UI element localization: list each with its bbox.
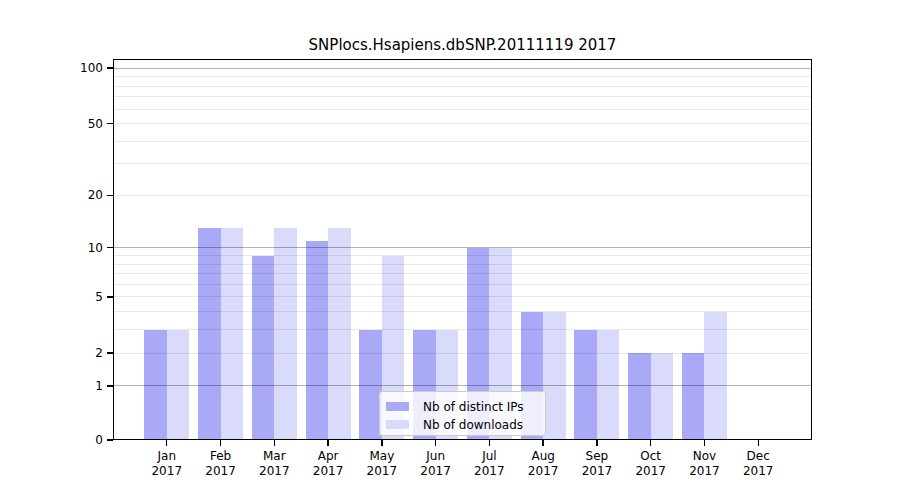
y-tick-label: 5 (59, 289, 103, 305)
gridline-minor (113, 76, 812, 77)
x-tick-label-month: Mar (244, 449, 304, 464)
legend-item-distinct-ips: Nb of distinct IPs (386, 398, 537, 415)
x-tick-label-month: Dec (728, 449, 788, 464)
x-tick (381, 440, 382, 446)
x-tick-label-year: 2017 (567, 464, 627, 479)
x-tick (596, 440, 597, 446)
legend: Nb of distinct IPs Nb of downloads (379, 391, 546, 436)
gridline-major (113, 385, 812, 386)
x-tick-label-month: Sep (567, 449, 627, 464)
x-tick-label-month: Jan (137, 449, 197, 464)
x-tick (650, 440, 651, 446)
x-tick-label-year: 2017 (459, 464, 519, 479)
y-tick-label: 1 (59, 378, 103, 394)
y-tick-label: 10 (59, 240, 103, 256)
x-tick-label-month: Nov (674, 449, 734, 464)
y-tick-label: 20 (59, 187, 103, 203)
x-tick (489, 440, 490, 446)
gridline-minor (113, 353, 812, 354)
x-tick-label-year: 2017 (513, 464, 573, 479)
x-tick-label-year: 2017 (137, 464, 197, 479)
gridline-minor (113, 284, 812, 285)
y-tick-label: 100 (59, 60, 103, 76)
x-tick (274, 440, 275, 446)
gridline-minor (113, 109, 812, 110)
gridline-minor (113, 273, 812, 274)
x-tick-label-month: Oct (621, 449, 681, 464)
x-tick-label-year: 2017 (352, 464, 412, 479)
gridline-minor (113, 296, 812, 297)
legend-label-distinct-ips: Nb of distinct IPs (423, 400, 524, 414)
legend-swatch-distinct-ips (386, 402, 409, 411)
gridline-major (113, 68, 812, 69)
x-tick-label-month: Apr (298, 449, 358, 464)
x-tick-label-year: 2017 (244, 464, 304, 479)
x-tick-label-month: Jul (459, 449, 519, 464)
legend-item-downloads: Nb of downloads (386, 416, 537, 433)
gridline-minor (113, 264, 812, 265)
x-tick-label-month: Aug (513, 449, 573, 464)
gridline-minor (113, 255, 812, 256)
gridline-minor (113, 123, 812, 124)
gridline-minor (113, 311, 812, 312)
legend-label-downloads: Nb of downloads (423, 418, 523, 432)
x-tick (542, 440, 543, 446)
x-tick (758, 440, 759, 446)
chart-title: SNPlocs.Hsapiens.dbSNP.20111119 2017 (113, 35, 812, 55)
gridline-minor (113, 86, 812, 87)
y-tick-label: 50 (59, 116, 103, 132)
gridline-minor (113, 329, 812, 330)
x-tick-label-year: 2017 (298, 464, 358, 479)
x-tick-label-month: Feb (191, 449, 251, 464)
gridline-minor (113, 141, 812, 142)
grid-layer (113, 59, 812, 440)
x-tick (220, 440, 221, 446)
y-tick-label: 2 (59, 345, 103, 361)
x-tick-label-year: 2017 (191, 464, 251, 479)
gridline-major (113, 247, 812, 248)
x-tick (327, 440, 328, 446)
legend-swatch-downloads (386, 420, 409, 429)
x-tick (166, 440, 167, 446)
x-tick-label-month: Jun (406, 449, 466, 464)
x-tick (435, 440, 436, 446)
plot-area: Nb of distinct IPs Nb of downloads (113, 59, 812, 440)
gridline-minor (113, 163, 812, 164)
x-tick-label-year: 2017 (674, 464, 734, 479)
x-tick-label-year: 2017 (406, 464, 466, 479)
x-tick-label-year: 2017 (728, 464, 788, 479)
y-tick-label: 0 (59, 432, 103, 448)
x-tick (704, 440, 705, 446)
gridline-minor (113, 96, 812, 97)
x-tick-label-year: 2017 (621, 464, 681, 479)
x-tick-label-month: May (352, 449, 412, 464)
download-stats-figure: SNPlocs.Hsapiens.dbSNP.20111119 2017 Nb … (0, 0, 900, 500)
gridline-minor (113, 195, 812, 196)
